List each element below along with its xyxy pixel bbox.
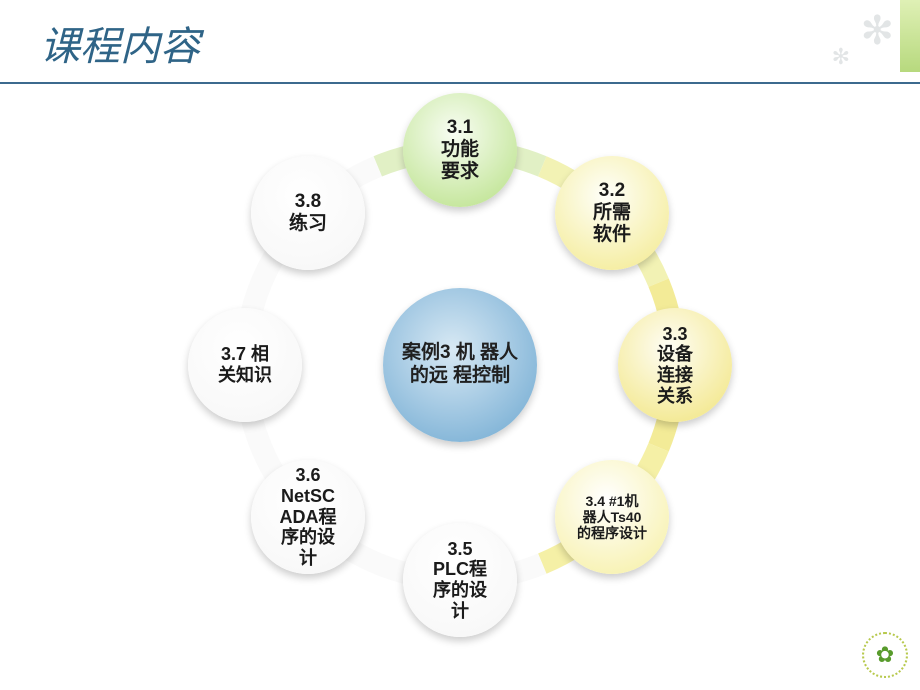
center-label: 案例3 机 器人的远 程控制 xyxy=(397,342,523,388)
slide-header: 课程内容 xyxy=(0,0,920,84)
snowflake-icon: ✻ xyxy=(860,8,894,54)
node-label: 3.6 NetSC ADA程 序的设 计 xyxy=(273,459,342,574)
node-label: 3.5 PLC程 序的设 计 xyxy=(427,533,493,628)
node-3-2: 3.2 所需 软件 xyxy=(555,156,669,270)
node-3-8: 3.8 练习 xyxy=(251,156,365,270)
node-label: 3.1 功能 要求 xyxy=(435,111,485,189)
node-label: 3.4 #1机 器人Ts40 的程序设计 xyxy=(571,487,653,547)
corner-accent xyxy=(900,0,920,72)
cycle-diagram: 案例3 机 器人的远 程控制 3.1 功能 要求 3.2 所需 软件 3.3 设备 … xyxy=(175,80,745,650)
page-title: 课程内容 xyxy=(40,14,920,72)
node-label: 3.8 练习 xyxy=(283,185,333,241)
node-label: 3.2 所需 软件 xyxy=(587,174,637,252)
node-label: 3.7 相 关知识 xyxy=(212,338,278,391)
node-3-4: 3.4 #1机 器人Ts40 的程序设计 xyxy=(555,460,669,574)
center-node: 案例3 机 器人的远 程控制 xyxy=(383,288,537,442)
node-label: 3.3 设备 连接 关系 xyxy=(651,318,699,413)
snowflake-icon-small: ✻ xyxy=(832,44,850,70)
logo-icon: ✿ xyxy=(862,632,908,678)
node-3-3: 3.3 设备 连接 关系 xyxy=(618,308,732,422)
node-3-6: 3.6 NetSC ADA程 序的设 计 xyxy=(251,460,365,574)
node-3-1: 3.1 功能 要求 xyxy=(403,93,517,207)
node-3-7: 3.7 相 关知识 xyxy=(188,308,302,422)
node-3-5: 3.5 PLC程 序的设 计 xyxy=(403,523,517,637)
